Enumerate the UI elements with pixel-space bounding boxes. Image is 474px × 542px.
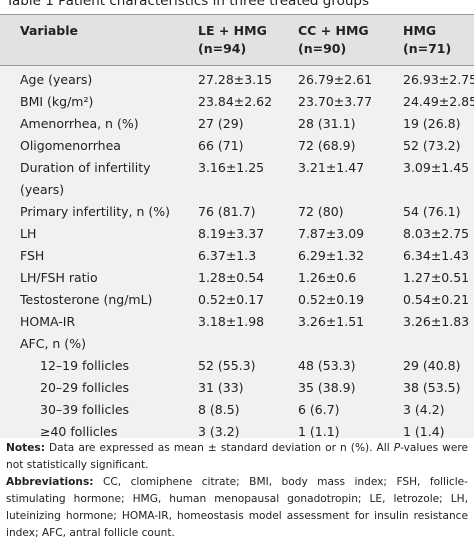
cell-value: 26.79±2.61: [298, 72, 373, 87]
header-cell: HMG: [403, 23, 437, 38]
abbreviations: Abbreviations: CC, clomiphene citrate; B…: [6, 474, 468, 542]
cell-value: 8.19±3.37: [198, 226, 265, 241]
cell-value: 72 (80): [298, 204, 344, 219]
header-cell: CC + HMG: [298, 23, 369, 38]
cell-value: 3.26±1.51: [298, 314, 365, 329]
cell-value: 8.03±2.75: [403, 226, 470, 241]
abbreviations-text: CC, clomiphene citrate; BMI, body mass i…: [6, 476, 468, 539]
cell-value: 6.29±1.32: [298, 248, 365, 263]
cell-value: 1 (1.4): [403, 424, 445, 439]
cell-value: 3.09±1.45: [403, 160, 470, 175]
table: Variable LE + HMG (n=94) CC + HMG (n=90) HMG…: [0, 14, 474, 439]
cell-value: 3.21±1.47: [298, 160, 365, 175]
cell-value: 28 (31.1): [298, 116, 356, 131]
cell-value: 26.93±2.75: [403, 72, 474, 87]
cell-value: 3.26±1.83: [403, 314, 470, 329]
cell-value: 19 (26.8): [403, 116, 461, 131]
notes-text: -values were not statistically significa…: [6, 442, 468, 471]
header-cell: (n=94): [198, 41, 247, 56]
cell-value: 23.70±3.77: [298, 94, 373, 109]
notes-text: P: [393, 442, 401, 454]
cell-value: 3.16±1.25: [198, 160, 265, 175]
cell-value: 66 (71): [198, 138, 244, 153]
row-label: FSH: [20, 248, 45, 263]
cell-value: 27 (29): [198, 116, 244, 131]
cell-value: 1 (1.1): [298, 424, 340, 439]
cell-value: 52 (55.3): [198, 358, 256, 373]
row-label: BMI (kg/m²): [20, 94, 94, 109]
cell-value: 0.52±0.17: [198, 292, 265, 307]
cell-value: 48 (53.3): [298, 358, 356, 373]
cell-value: 8 (8.5): [198, 402, 240, 417]
cell-value: 1.27±0.51: [403, 270, 470, 285]
row-label: LH/FSH ratio: [20, 270, 98, 285]
row-label: Age (years): [20, 72, 93, 87]
cell-value: 29 (40.8): [403, 358, 461, 373]
row-label: 12–19 follicles: [40, 358, 130, 373]
row-label: Oligomenorrhea: [20, 138, 121, 153]
cell-value: 24.49±2.85: [403, 94, 474, 109]
header-cell: LE + HMG: [198, 23, 267, 38]
cell-value: 31 (33): [198, 380, 244, 395]
header-cell: (n=71): [403, 41, 452, 56]
notes-label: Notes:: [6, 442, 45, 454]
header-cell: (n=90): [298, 41, 347, 56]
cell-value: 3 (3.2): [198, 424, 240, 439]
abbreviations-label: Abbreviations:: [6, 476, 94, 488]
cell-value: 6 (6.7): [298, 402, 340, 417]
cell-value: 7.87±3.09: [298, 226, 365, 241]
row-label: Testosterone (ng/mL): [20, 292, 153, 307]
row-label: 20–29 follicles: [40, 380, 130, 395]
cell-value: 52 (73.2): [403, 138, 461, 153]
cell-value: 72 (68.9): [298, 138, 356, 153]
cell-value: 0.54±0.21: [403, 292, 470, 307]
cell-value: 54 (76.1): [403, 204, 461, 219]
row-label: AFC, n (%): [20, 336, 86, 351]
cell-value: 6.37±1.3: [198, 248, 257, 263]
cell-value: 3 (4.2): [403, 402, 445, 417]
cell-value: 1.26±0.6: [298, 270, 357, 285]
cell-value: 27.28±3.15: [198, 72, 273, 87]
notes: Notes: Data are expressed as mean ± stan…: [6, 440, 468, 474]
row-label: Duration of infertility (years): [20, 160, 151, 197]
cell-value: 6.34±1.43: [403, 248, 470, 263]
row-label: ≥40 follicles: [40, 424, 118, 439]
cell-value: 3.18±1.98: [198, 314, 265, 329]
row-label: 30–39 follicles: [40, 402, 130, 417]
notes-text: Data are expressed as mean ± standard de…: [48, 442, 394, 454]
table-title: Table 1 Patient characteristics in three…: [6, 0, 370, 9]
row-label: HOMA-IR: [20, 314, 76, 329]
cell-value: 35 (38.9): [298, 380, 356, 395]
header-cell: Variable: [20, 23, 79, 38]
cell-value: 23.84±2.62: [198, 94, 273, 109]
cell-value: 0.52±0.19: [298, 292, 365, 307]
cell-value: 1.28±0.54: [198, 270, 265, 285]
row-label: Amenorrhea, n (%): [20, 116, 139, 131]
cell-value: 76 (81.7): [198, 204, 256, 219]
cell-value: 38 (53.5): [403, 380, 461, 395]
table-header: Variable LE + HMG (n=94) CC + HMG (n=90) HMG…: [0, 14, 474, 66]
row-label: LH: [20, 226, 37, 241]
row-label: Primary infertility, n (%): [20, 204, 170, 219]
